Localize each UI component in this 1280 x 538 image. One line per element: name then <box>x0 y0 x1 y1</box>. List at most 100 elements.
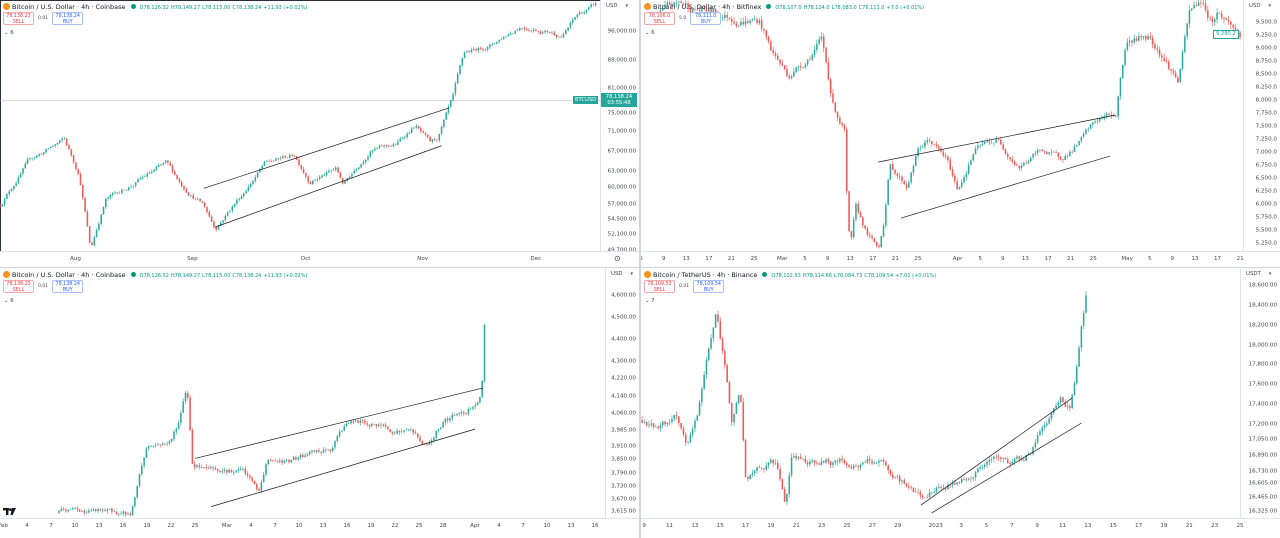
indicators-toggle[interactable]: ⌄ 6 <box>4 298 14 304</box>
candle-body <box>799 66 802 68</box>
candle-body <box>979 466 981 469</box>
time-tick-label: 10 <box>543 523 551 529</box>
buy-button[interactable]: 78,138.24 BUY <box>52 280 84 293</box>
candle <box>733 413 735 427</box>
candle <box>806 59 809 67</box>
time-axis[interactable]: 9 11 13 15 17 19 21 23 25 27 29 2023 3 5 7 9 11 13 15 17 19 2… <box>641 518 1280 537</box>
candle-body <box>210 216 213 222</box>
candle <box>245 189 247 194</box>
currency-selector[interactable]: USD ▾ <box>1249 3 1271 9</box>
time-axis[interactable]: Feb47101316192225Mar4710131619222528Apr4… <box>0 518 639 537</box>
gear-icon[interactable]: ⊙ <box>614 254 621 263</box>
candle-body <box>288 459 290 463</box>
candle <box>88 508 90 514</box>
symbol-title[interactable]: Bitcoin / TetherUS · 4h · Binance <box>653 271 758 279</box>
candle <box>239 466 242 471</box>
symbol-legend[interactable]: Bitcoin / TetherUS · 4h · Binance O78,102… <box>644 271 938 281</box>
symbol-title[interactable]: Bitcoin / U.S. Dollar · 4h · Bitfinex <box>653 3 762 11</box>
candle <box>325 447 327 453</box>
candle <box>954 173 956 184</box>
candle <box>793 68 795 78</box>
buy-button[interactable]: 78,111.0 BUY <box>690 12 722 25</box>
candle-body <box>788 75 791 79</box>
sell-label: SELL <box>12 19 25 25</box>
candle <box>1213 17 1216 26</box>
candle-body <box>88 226 91 243</box>
candle-body <box>343 426 345 431</box>
candle <box>882 457 885 465</box>
candle <box>442 420 444 429</box>
chart-panel-2[interactable]: USD ▾ 9,500.0 9,250.0 9,000.0 8,750.0 8,500.0 8… <box>641 0 1280 267</box>
candle <box>1009 157 1011 162</box>
tradingview-logo[interactable] <box>3 508 16 516</box>
candle <box>1016 454 1018 461</box>
candlestick-plot[interactable] <box>641 268 1240 518</box>
candle <box>302 166 305 174</box>
candle-body <box>482 48 484 50</box>
candle <box>542 30 544 35</box>
panel-divider-horizontal[interactable] <box>0 267 1280 268</box>
candle-body <box>726 14 728 18</box>
price-axis[interactable]: USD ▾ 9,500.0 9,250.0 9,000.0 8,750.0 8,500.0 8… <box>1243 0 1280 251</box>
candlestick-plot[interactable] <box>0 268 605 518</box>
buy-button[interactable]: 78,109.54 BUY <box>693 280 725 293</box>
sell-button[interactable]: 78,109.53 SELL <box>644 280 675 293</box>
symbol-legend[interactable]: Bitcoin / U.S. Dollar · 4h · Coinbase O78… <box>3 3 309 13</box>
candle-body <box>104 510 106 512</box>
candle-body <box>169 162 171 166</box>
candle <box>1048 416 1050 425</box>
price-axis[interactable]: USDT ▾ 18,600.00 18,400.00 18,200.00 18,000.0… <box>1240 268 1280 518</box>
candle-body <box>62 508 65 510</box>
candle-body <box>6 193 8 199</box>
candle <box>337 166 339 174</box>
candle-body <box>45 149 47 153</box>
symbol-legend[interactable]: Bitcoin / U.S. Dollar · 4h · Coinbase O78… <box>3 271 309 281</box>
candle <box>226 468 228 475</box>
candle-body <box>251 477 253 481</box>
symbol-title[interactable]: Bitcoin / U.S. Dollar · 4h · Coinbase <box>12 271 126 279</box>
symbol-title[interactable]: Bitcoin / U.S. Dollar · 4h · Coinbase <box>12 3 126 11</box>
candle-body <box>86 211 89 227</box>
time-axis[interactable]: 5913172125Mar5913172125Apr5913172125May5… <box>641 251 1280 267</box>
candle <box>343 423 345 432</box>
candle-body <box>935 487 938 492</box>
symbol-legend[interactable]: Bitcoin / U.S. Dollar · 4h · Bitfinex O78… <box>644 3 926 13</box>
candle <box>942 149 945 158</box>
candlestick-plot[interactable] <box>641 0 1243 251</box>
time-axis[interactable]: Aug Sep Oct Nov Dec <box>0 251 639 267</box>
currency-selector[interactable]: USD ▾ <box>606 3 628 9</box>
price-tick-label: 8,500.0 <box>1255 71 1277 78</box>
indicators-toggle[interactable]: ⌄ 6 <box>645 30 655 36</box>
candle <box>767 35 770 44</box>
indicators-toggle[interactable]: ⌄ 6 <box>4 30 14 36</box>
sell-button[interactable]: 78,106.0 SELL <box>644 12 675 25</box>
sell-button[interactable]: 78,138.23 SELL <box>3 280 34 293</box>
candle-body <box>146 173 148 177</box>
candle-body <box>297 457 299 460</box>
candlestick-plot[interactable] <box>0 0 600 251</box>
indicators-toggle[interactable]: ⌄ 7 <box>645 298 655 304</box>
sell-button[interactable]: 78,138.23 SELL <box>3 12 34 25</box>
candle-body <box>1025 162 1027 164</box>
currency-selector[interactable]: USDT ▾ <box>1246 271 1271 277</box>
price-axis[interactable]: USD ▾ 4,600.00 4,500.00 4,400.00 4,300.00 4,22… <box>605 268 639 518</box>
candle-body <box>267 460 270 465</box>
candle <box>1188 5 1191 28</box>
price-axis[interactable]: USD ▾ 96,000.00 88,000.00 81,000.00 75,000.00… <box>600 0 639 254</box>
candle-body <box>1211 18 1214 22</box>
chart-panel-3[interactable]: USD ▾ 4,600.00 4,500.00 4,400.00 4,300.00 4,22… <box>0 268 639 538</box>
candle-body <box>469 408 472 410</box>
panel-divider-vertical[interactable] <box>639 0 641 538</box>
candle-body <box>873 462 876 464</box>
candle <box>1036 147 1039 156</box>
currency-selector[interactable]: USD ▾ <box>611 271 633 277</box>
buy-button[interactable]: 78,138.24 BUY <box>52 12 84 25</box>
candle <box>937 483 940 489</box>
candle <box>364 419 366 426</box>
chart-panel-1[interactable]: USD ▾ 96,000.00 88,000.00 81,000.00 75,000.00… <box>0 0 639 267</box>
candle <box>355 168 358 173</box>
candle-body <box>1204 3 1207 11</box>
chart-panel-4[interactable]: USDT ▾ 18,600.00 18,400.00 18,200.00 18,000.0… <box>641 268 1280 538</box>
candle-body <box>196 465 198 468</box>
candle <box>703 4 705 11</box>
